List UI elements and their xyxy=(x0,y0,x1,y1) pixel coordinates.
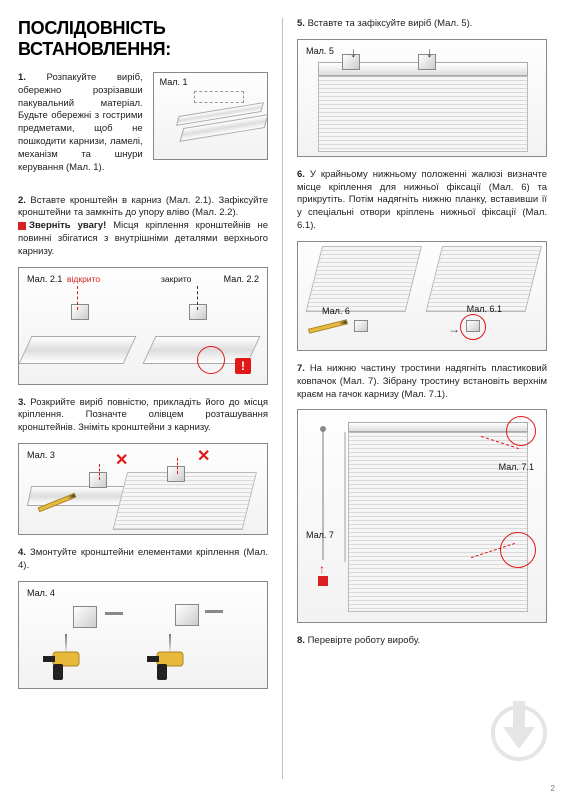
watermark-arrow-icon xyxy=(489,691,549,761)
closed-label: закрито xyxy=(161,274,191,284)
step3-text: 3. Розкрийте виріб повністю, прикладіть … xyxy=(18,397,268,435)
step6-body: У крайньому нижньому положенні жалюзі ви… xyxy=(297,169,547,231)
figure-7: ↑ Мал. 7 Мал. 7.1 xyxy=(297,409,547,623)
fig22-label: Мал. 2.2 xyxy=(224,274,259,284)
red-x-icon: ✕ xyxy=(115,450,128,470)
step7-num: 7. xyxy=(297,363,305,374)
step1-num: 1. xyxy=(18,72,26,83)
fig3-label: Мал. 3 xyxy=(27,450,55,460)
step1-row: 1. Розпакуйте виріб, обережно розрізавши… xyxy=(18,72,268,183)
step2-text: 2. Вставте кронштейн в карниз (Мал. 2.1)… xyxy=(18,195,268,259)
step2-num: 2. xyxy=(18,195,26,206)
step5-body: Вставте та зафіксуйте виріб (Мал. 5). xyxy=(308,18,473,29)
step3-body: Розкрийте виріб повністю, прикладіть йог… xyxy=(18,397,268,434)
figure-1: Мал. 1 xyxy=(153,72,268,160)
right-column: 5. Вставте та зафіксуйте виріб (Мал. 5).… xyxy=(283,0,565,799)
step4-num: 4. xyxy=(18,547,26,558)
drill-icon xyxy=(33,632,83,682)
figure-5: Мал. 5 ↓ ↓ xyxy=(297,39,547,157)
red-x-icon: ✕ xyxy=(197,446,210,466)
open-label: відкрито xyxy=(67,274,100,284)
step4-body: Змонтуйте кронштейни елементами кріпленн… xyxy=(18,547,268,571)
step7-text: 7. На нижню частину тростини надягніть п… xyxy=(297,363,547,401)
left-column: ПОСЛІДОВНІСТЬ ВСТАНОВЛЕННЯ: 1. Розпакуйт… xyxy=(0,0,282,799)
fig5-label: Мал. 5 xyxy=(306,46,334,56)
fig4-label: Мал. 4 xyxy=(27,588,55,598)
fig7-label: Мал. 7 xyxy=(306,530,334,540)
fig71-label: Мал. 7.1 xyxy=(499,462,534,472)
fig6-label: Мал. 6 xyxy=(322,306,350,316)
warn-bold: Зверніть увагу! xyxy=(29,220,106,231)
step8-num: 8. xyxy=(297,635,305,646)
step6-text: 6. У крайньому нижньому положенні жалюзі… xyxy=(297,169,547,233)
drill-icon xyxy=(137,632,187,682)
figure-2: Мал. 2.1 відкрито закрито Мал. 2.2 ! xyxy=(18,267,268,385)
figure-3: Мал. 3 ✕ ✕ xyxy=(18,443,268,535)
step8-text: 8. Перевірте роботу виробу. xyxy=(297,635,547,648)
step4-text: 4. Змонтуйте кронштейни елементами кріпл… xyxy=(18,547,268,573)
step5-num: 5. xyxy=(297,18,305,29)
fig21-label: Мал. 2.1 xyxy=(27,274,62,284)
step3-num: 3. xyxy=(18,397,26,408)
step1-text: 1. Розпакуйте виріб, обережно розрізавши… xyxy=(18,72,143,175)
page-title: ПОСЛІДОВНІСТЬ ВСТАНОВЛЕННЯ: xyxy=(18,18,268,60)
figure-4: Мал. 4 xyxy=(18,581,268,689)
step2-body: Вставте кронштейн в карниз (Мал. 2.1). З… xyxy=(18,195,268,219)
step5-text: 5. Вставте та зафіксуйте виріб (Мал. 5). xyxy=(297,18,547,31)
warning-icon xyxy=(18,222,26,230)
alert-icon: ! xyxy=(235,358,251,374)
fig1-label: Мал. 1 xyxy=(160,77,188,87)
figure-6: Мал. 6 Мал. 6.1 → xyxy=(297,241,547,351)
fig61-label: Мал. 6.1 xyxy=(467,304,502,314)
step7-body: На нижню частину тростини надягніть плас… xyxy=(297,363,547,400)
page-number: 2 xyxy=(551,784,555,793)
step1-body: Розпакуйте виріб, обережно розрізавши па… xyxy=(18,72,143,173)
step6-num: 6. xyxy=(297,169,305,180)
step8-body: Перевірте роботу виробу. xyxy=(308,635,421,646)
